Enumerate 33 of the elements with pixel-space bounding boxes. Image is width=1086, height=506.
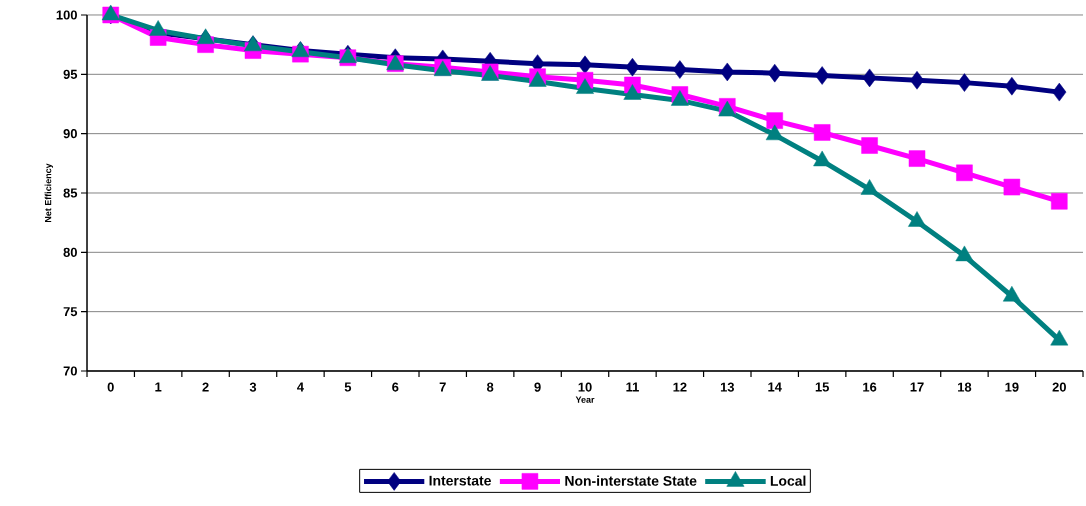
x-tick-label: 6 [392, 382, 399, 392]
legend-label: Interstate [429, 475, 491, 486]
y-tick-label: 90 [63, 129, 77, 139]
x-tick-label: 13 [720, 382, 735, 392]
x-tick-label: 1 [155, 382, 162, 392]
x-tick-label: 4 [297, 382, 304, 392]
x-tick-label: 0 [107, 382, 114, 392]
x-tick-label: 12 [673, 382, 687, 392]
x-tick-label: 9 [534, 382, 541, 392]
x-tick-label: 16 [863, 382, 877, 392]
legend-label: Non-interstate State [565, 475, 697, 486]
y-tick-label: 80 [63, 247, 77, 257]
y-tick-label: 70 [63, 366, 77, 376]
x-tick-label: 15 [815, 382, 829, 392]
x-tick-label: 20 [1052, 382, 1066, 392]
y-tick-label: 95 [63, 69, 78, 79]
y-tick-label: 100 [56, 10, 77, 20]
y-tick-label: 85 [63, 188, 78, 198]
x-tick-label: 17 [910, 382, 924, 392]
y-tick-label: 75 [63, 307, 78, 317]
x-tick-label: 14 [768, 382, 782, 392]
x-tick-label: 7 [439, 382, 446, 392]
y-axis-title: Net Efficiency [44, 163, 54, 223]
x-tick-label: 2 [202, 382, 209, 392]
x-axis-title: Year [575, 396, 595, 403]
x-tick-label: 3 [249, 382, 257, 392]
x-tick-label: 10 [578, 382, 592, 392]
x-tick-label: 19 [1005, 382, 1019, 392]
x-tick-label: 18 [958, 382, 972, 392]
x-tick-label: 5 [344, 382, 352, 392]
x-tick-label: 8 [486, 382, 494, 392]
legend-label: Local [770, 475, 806, 486]
x-tick-label: 11 [626, 382, 639, 392]
